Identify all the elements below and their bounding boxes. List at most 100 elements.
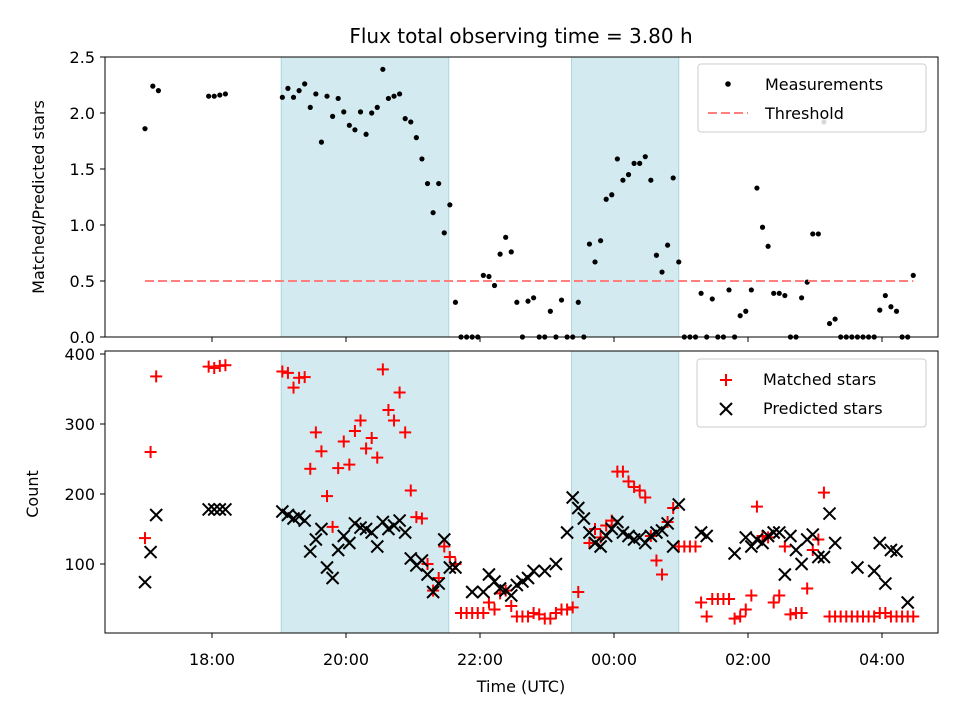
matched-star-point	[309, 426, 322, 439]
predicted-star-point	[337, 529, 351, 543]
measurement-point	[206, 93, 212, 99]
matched-star-point	[371, 451, 384, 464]
matched-star-point	[907, 610, 920, 623]
predicted-star-point	[828, 536, 842, 550]
matched-star-point	[817, 486, 830, 499]
legend-predicted-label: Predicted stars	[763, 399, 883, 418]
predicted-star-point	[806, 527, 820, 542]
measurement-point	[598, 238, 604, 244]
matched-star-point	[421, 558, 434, 570]
predicted-star-point	[889, 544, 904, 559]
measurement-point	[759, 224, 766, 230]
predicted-star-point	[789, 543, 803, 557]
y-tick-label: 0.0	[70, 328, 95, 347]
predicted-star-point	[560, 525, 574, 540]
measurement-point	[586, 241, 593, 247]
predicted-star-point	[727, 546, 742, 561]
measurement-point	[452, 299, 459, 305]
shaded-interval-1-1	[571, 350, 680, 634]
measurement-point	[547, 308, 553, 314]
matched-star-point	[276, 365, 289, 378]
measurement-point	[882, 292, 888, 299]
legend-measurements-label: Measurements	[765, 75, 883, 94]
measurement-point	[665, 242, 671, 248]
predicted-star-point	[599, 529, 613, 543]
predicted-star-point	[218, 502, 233, 517]
predicted-star-point	[783, 529, 798, 543]
predicted-star-point	[672, 497, 686, 512]
matched-star-point	[728, 612, 741, 625]
measurement-point	[313, 91, 319, 97]
measurement-point	[324, 93, 330, 99]
matched-star-point	[304, 462, 317, 475]
matched-star-point	[415, 512, 428, 525]
matched-star-point	[734, 610, 747, 623]
matched-star-point	[404, 484, 417, 497]
predicted-star-point	[143, 545, 158, 559]
y-tick-label: 300	[64, 415, 95, 434]
predicted-star-point	[325, 571, 340, 585]
predicted-star-point	[755, 536, 770, 550]
measurement-point	[575, 299, 581, 305]
measurement-point	[782, 292, 788, 299]
matched-star-point	[650, 554, 663, 567]
matched-star-point	[332, 462, 345, 475]
matched-star-point	[527, 607, 540, 619]
x-tick-label: 20:00	[323, 650, 369, 669]
matched-star-point	[778, 540, 791, 553]
predicted-star-point	[655, 523, 669, 538]
matched-star-point	[583, 537, 596, 549]
shaded-interval-0-1	[571, 56, 680, 338]
matched-star-point	[656, 568, 669, 581]
measurement-point	[447, 202, 453, 208]
measurement-point	[408, 119, 414, 125]
predicted-star-point	[138, 575, 152, 589]
measurement-point	[609, 192, 615, 198]
matched-star-point	[477, 607, 490, 619]
predicted-star-point	[149, 508, 163, 522]
predicted-star-point	[822, 506, 837, 521]
legend-threshold-label: Threshold	[764, 104, 844, 123]
predicted-star-point	[213, 502, 227, 517]
predicted-star-point	[482, 567, 496, 582]
matched-star-point	[144, 446, 157, 458]
y-tick-label: 2.0	[70, 104, 95, 123]
measurement-point	[397, 91, 403, 97]
predicted-star-point	[565, 490, 580, 505]
predicted-star-point	[739, 530, 753, 545]
predicted-star-point	[660, 516, 675, 531]
measurement-point	[558, 297, 565, 303]
predicted-star-point	[605, 522, 619, 536]
measurement-point	[222, 91, 228, 97]
predicted-star-point	[582, 525, 597, 540]
bottom-panel-frame	[104, 350, 939, 634]
predicted-star-point	[342, 536, 357, 550]
measurement-point	[318, 139, 325, 145]
predicted-star-point	[376, 515, 390, 529]
chart-title: Flux total observing time = 3.80 h	[349, 24, 692, 48]
predicted-star-point	[207, 502, 221, 517]
measurement-point	[296, 88, 302, 94]
predicted-star-point	[521, 571, 535, 585]
top-legend-box	[697, 63, 927, 133]
measurement-point	[726, 287, 732, 293]
x-tick-label: 22:00	[457, 650, 503, 669]
predicted-star-point	[415, 553, 429, 568]
measurement-point	[642, 154, 648, 160]
measurement-point	[142, 126, 148, 132]
predicted-star-point	[314, 522, 329, 536]
measurement-point	[614, 156, 620, 162]
predicted-star-point	[699, 529, 714, 543]
matched-star-point	[438, 540, 451, 553]
measurement-point	[659, 269, 665, 275]
measurement-point	[826, 320, 833, 327]
matched-star-point	[572, 586, 585, 598]
matched-star-point	[208, 362, 221, 374]
measurement-point	[877, 307, 883, 313]
measurement-point	[436, 180, 442, 187]
matched-star-point	[202, 360, 215, 373]
matched-star-point	[326, 520, 339, 533]
matched-star-point	[700, 610, 713, 623]
matched-star-point	[695, 596, 708, 609]
matched-star-point	[337, 435, 350, 448]
